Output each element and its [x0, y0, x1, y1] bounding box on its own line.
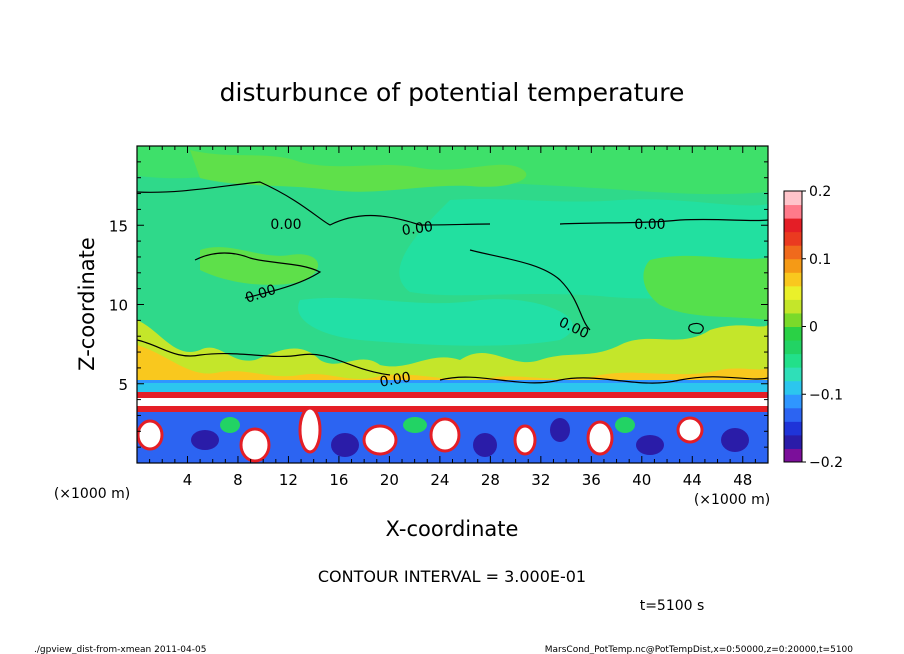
colorbar-swatch [784, 258, 802, 273]
contour-label: 0.00 [379, 369, 412, 390]
colorbar-swatch [784, 245, 802, 260]
footer-right: MarsCond_PotTemp.nc@PotTempDist,x=0:5000… [545, 645, 854, 654]
x-tick-label: 28 [481, 471, 500, 489]
heatmap-field [137, 146, 768, 463]
colorbar-tick-label: −0.1 [809, 387, 843, 403]
colorbar-swatch [784, 312, 802, 327]
contour-interval-text: CONTOUR INTERVAL = 3.000E-01 [318, 567, 586, 586]
x-tick-label: 36 [582, 471, 601, 489]
x-tick-label: 32 [531, 471, 550, 489]
colorbar [783, 190, 803, 463]
colorbar-swatch [784, 218, 802, 233]
colorbar-swatch [784, 191, 802, 206]
colorbar-swatch [784, 367, 802, 382]
y-tick-labels: 5 10 15 [109, 217, 128, 394]
y-unit-label: (×1000 m) [54, 486, 130, 502]
contour-label: 0.00 [634, 217, 665, 233]
y-tick-label: 5 [118, 376, 128, 394]
x-unit-label: (×1000 m) [694, 492, 770, 508]
contour-label: 0.00 [401, 219, 434, 239]
colorbar-swatch [784, 394, 802, 409]
y-tick-label: 10 [109, 297, 128, 315]
colorbar-swatch [784, 326, 802, 341]
colorbar-swatch [784, 204, 802, 219]
x-tick-label: 48 [733, 471, 752, 489]
colorbar-swatch [784, 380, 802, 395]
colorbar-tick-label: 0.2 [809, 184, 831, 200]
colorbar-tick-label: 0 [809, 320, 818, 336]
x-axis-label: X-coordinate [386, 517, 519, 541]
x-tick-label: 44 [683, 471, 702, 489]
colorbar-swatch [784, 340, 802, 355]
x-tick-label: 12 [279, 471, 298, 489]
colorbar-labels: 0.2 0.1 0 −0.1 −0.2 [802, 184, 843, 471]
x-tick-label: 16 [329, 471, 348, 489]
colorbar-swatch [784, 434, 802, 449]
x-tick-label: 20 [380, 471, 399, 489]
x-tick-label: 40 [632, 471, 651, 489]
chart-title: disturbunce of potential temperature [220, 78, 685, 107]
y-axis-label: Z-coordinate [75, 237, 99, 371]
x-tick-label: 24 [430, 471, 449, 489]
time-text: t=5100 s [640, 598, 705, 614]
colorbar-swatch [784, 421, 802, 436]
x-tick-label: 8 [233, 471, 243, 489]
colorbar-swatch [784, 285, 802, 300]
colorbar-swatch [784, 231, 802, 246]
footer-left: ./gpview_dist-from-xmean 2011-04-05 [34, 645, 206, 654]
colorbar-tick-label: −0.2 [809, 455, 843, 471]
colorbar-swatch [784, 299, 802, 314]
y-tick-label: 15 [109, 217, 128, 235]
x-tick-labels: 4 8 12 16 20 24 28 32 36 40 44 48 [183, 471, 753, 489]
x-tick-label: 4 [183, 471, 193, 489]
colorbar-swatch [784, 353, 802, 368]
colorbar-swatch [784, 448, 802, 463]
contour-label: 0.00 [270, 217, 301, 233]
colorbar-swatch [784, 407, 802, 422]
colorbar-swatch [784, 272, 802, 287]
colorbar-tick-label: 0.1 [809, 252, 831, 268]
frame-ticks [137, 146, 768, 463]
